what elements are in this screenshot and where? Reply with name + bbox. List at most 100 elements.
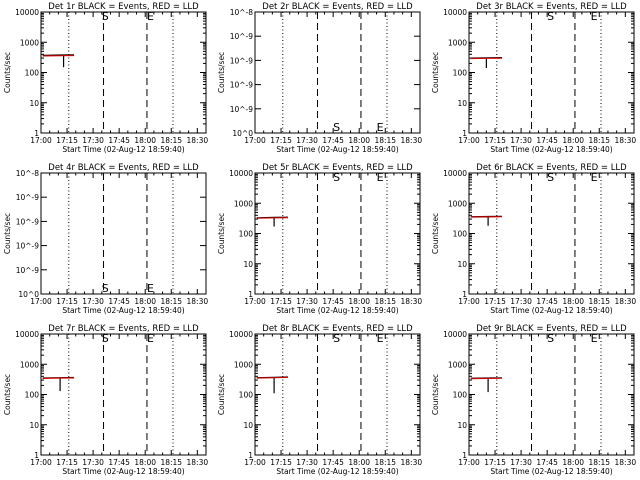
- x-axis-label: Start Time (02-Aug-12 18:59:40): [276, 467, 398, 476]
- x-axis-label: Start Time (02-Aug-12 18:59:40): [62, 467, 184, 476]
- x-tick-label: 18:00: [134, 458, 156, 467]
- y-tick-label: 10: [243, 421, 253, 430]
- x-tick-label: 17:30: [82, 458, 104, 467]
- x-tick-label: 18:00: [348, 136, 370, 145]
- x-tick-label: 18:30: [187, 136, 209, 145]
- panel-title: Det 3r BLACK = Events, RED = LLD: [476, 2, 627, 12]
- x-tick-label: 18:00: [562, 458, 584, 467]
- panel-title: Det 4r BLACK = Events, RED = LLD: [48, 163, 199, 173]
- x-tick-label: 18:15: [160, 458, 182, 467]
- x-tick-label: 18:30: [615, 458, 637, 467]
- y-tick-label: 1: [462, 451, 467, 460]
- start-marker: S: [333, 171, 340, 184]
- y-tick-label: 1000: [448, 38, 467, 47]
- y-tick-label: 10^-9: [230, 56, 254, 65]
- x-tick-label: 18:30: [401, 458, 423, 467]
- y-tick-label: 100: [25, 69, 40, 78]
- x-tick-label: 17:30: [82, 136, 104, 145]
- panel-det-6r: Det 6r BLACK = Events, RED = LLD 17:00 17:…: [431, 163, 636, 315]
- x-tick-label: 17:15: [484, 136, 506, 145]
- start-marker: S: [547, 332, 554, 345]
- start-marker: S: [102, 10, 109, 23]
- panel-title: Det 6r BLACK = Events, RED = LLD: [476, 163, 627, 173]
- x-axis-label: Start Time (02-Aug-12 18:59:40): [276, 145, 398, 154]
- start-marker: S: [102, 282, 109, 295]
- y-axis-label: Counts/sec: [3, 52, 12, 93]
- x-tick-label: 18:30: [401, 297, 423, 306]
- plot-frame: [254, 172, 421, 295]
- x-tick-label: 17:30: [296, 297, 318, 306]
- x-axis-label: Start Time (02-Aug-12 18:59:40): [490, 145, 612, 154]
- y-tick-label: 10: [457, 421, 467, 430]
- x-tick-label: 17:45: [108, 297, 130, 306]
- x-tick-label: 17:00: [244, 458, 266, 467]
- start-marker: S: [102, 332, 109, 345]
- x-tick-label: 18:15: [374, 297, 396, 306]
- end-marker: E: [147, 332, 154, 345]
- x-tick-label: 17:30: [510, 297, 532, 306]
- panel-det-2r: Det 2r BLACK = Events, RED = LLD 17:00 17:…: [217, 2, 422, 154]
- y-tick-label: 100: [25, 391, 40, 400]
- x-axis-label: Start Time (02-Aug-12 18:59:40): [276, 306, 398, 315]
- y-tick-label: 1000: [448, 360, 467, 369]
- x-tick-label: 18:15: [374, 136, 396, 145]
- x-tick-label: 17:15: [56, 297, 78, 306]
- x-tick-label: 17:30: [82, 297, 104, 306]
- x-tick-label: 18:00: [562, 136, 584, 145]
- x-tick-label: 17:45: [536, 136, 558, 145]
- end-marker: E: [147, 282, 154, 295]
- plot-frame: [468, 333, 635, 456]
- y-tick-label: 10000: [15, 8, 39, 17]
- y-tick-label: 10000: [443, 8, 467, 17]
- start-marker: S: [547, 171, 554, 184]
- y-tick-label: 1000: [20, 38, 39, 47]
- y-tick-label: 100: [453, 391, 468, 400]
- x-tick-label: 18:30: [187, 458, 209, 467]
- y-tick-label: 1: [248, 290, 253, 299]
- x-tick-label: 18:15: [588, 136, 610, 145]
- y-tick-label: 10^-9: [16, 193, 40, 202]
- panel-det-5r: Det 5r BLACK = Events, RED = LLD 17:00 17:…: [217, 163, 422, 315]
- x-tick-label: 17:00: [30, 136, 52, 145]
- y-tick-label: 10: [29, 421, 39, 430]
- panel-title: Det 1r BLACK = Events, RED = LLD: [48, 2, 199, 12]
- panel-title: Det 8r BLACK = Events, RED = LLD: [262, 324, 413, 334]
- x-tick-label: 17:15: [484, 458, 506, 467]
- x-tick-label: 17:15: [56, 458, 78, 467]
- x-tick-label: 17:15: [56, 136, 78, 145]
- x-tick-label: 18:15: [160, 297, 182, 306]
- lld-series-line: [256, 217, 289, 219]
- x-axis-label: Start Time (02-Aug-12 18:59:40): [62, 145, 184, 154]
- x-tick-label: 17:45: [536, 297, 558, 306]
- y-tick-label: 1: [34, 451, 39, 460]
- panel-det-4r: Det 4r BLACK = Events, RED = LLD 17:00 17:…: [3, 163, 208, 315]
- x-tick-label: 17:15: [270, 458, 292, 467]
- panel-title: Det 7r BLACK = Events, RED = LLD: [48, 324, 199, 334]
- y-tick-label: 10: [29, 99, 39, 108]
- y-axis-label: Counts/sec: [431, 213, 440, 254]
- y-tick-label: 1000: [234, 199, 253, 208]
- end-marker: E: [147, 10, 154, 23]
- x-tick-label: 18:00: [134, 297, 156, 306]
- x-tick-label: 17:45: [108, 136, 130, 145]
- start-marker: S: [547, 10, 554, 23]
- x-tick-label: 17:45: [322, 297, 344, 306]
- plot-frame: [468, 172, 635, 295]
- panel-title: Det 2r BLACK = Events, RED = LLD: [262, 2, 413, 12]
- start-marker: S: [333, 332, 340, 345]
- plot-frame: [40, 172, 207, 295]
- x-tick-label: 17:45: [536, 458, 558, 467]
- panel-det-7r: Det 7r BLACK = Events, RED = LLD 17:00 17:…: [3, 324, 208, 476]
- end-marker: E: [377, 121, 384, 134]
- x-tick-label: 18:00: [348, 458, 370, 467]
- x-tick-label: 17:00: [458, 297, 480, 306]
- y-tick-label: 10^-9: [230, 105, 254, 114]
- x-tick-label: 18:30: [401, 136, 423, 145]
- x-tick-label: 18:00: [562, 297, 584, 306]
- x-tick-label: 17:30: [510, 458, 532, 467]
- y-axis-label: Counts/sec: [217, 52, 226, 93]
- x-tick-label: 17:00: [244, 136, 266, 145]
- end-marker: E: [591, 332, 598, 345]
- x-tick-label: 18:15: [160, 136, 182, 145]
